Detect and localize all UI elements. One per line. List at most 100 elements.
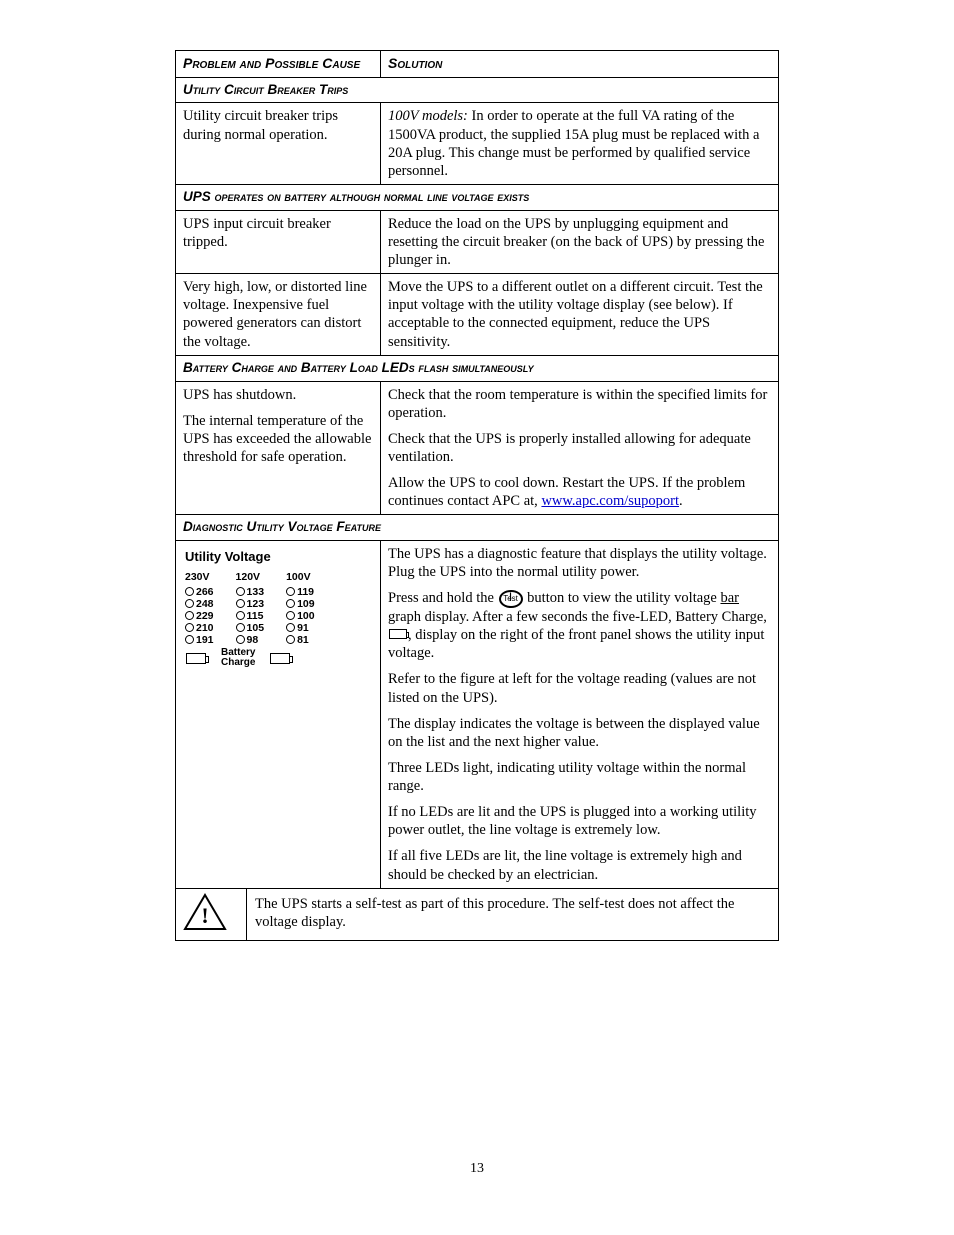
instruction-paragraph: The display indicates the voltage is bet… [388,715,771,751]
problem-cell: Very high, low, or distorted line voltag… [176,274,381,356]
solution-cell: 100V models: In order to operate at the … [381,103,779,185]
led-icon [236,623,245,632]
voltage-value: 191 [196,634,214,646]
voltage-value: 81 [297,634,309,646]
led-icon [185,623,194,632]
voltage-value: 115 [247,610,264,622]
led-icon [185,611,194,620]
problem-cell: UPS input circuit breaker tripped. [176,210,381,273]
document-page: Problem and Possible Cause Solution Util… [0,0,954,1217]
solution-paragraph: Allow the UPS to cool down. Restart the … [388,474,771,510]
warning-row: ! The UPS starts a self-test as part of … [176,888,779,940]
voltage-value-row: 119 [286,586,315,598]
voltage-column-header: 120V [236,571,265,584]
solution-text: . [679,493,683,509]
voltage-value-row: 91 [286,622,315,634]
problem-cell: UPS has shutdown. The internal temperatu… [176,381,381,515]
text: graph display. After a few seconds the f… [388,609,767,625]
label-text: Charge [221,657,255,668]
voltage-column-header: 230V [185,571,214,584]
diagram-bottom-row: Battery Charge [185,648,371,669]
voltage-value-row: 109 [286,598,315,610]
voltage-value-row: 100 [286,610,315,622]
utility-voltage-diagram: Utility Voltage 230V 266248229210191 120V 1… [183,545,373,673]
text: button to view the utility voltage [524,590,721,606]
voltage-value: 109 [297,598,315,610]
instruction-paragraph: If all five LEDs are lit, the line volta… [388,847,771,883]
table-row: ! The UPS starts a self-test as part of … [176,888,779,940]
led-icon [185,587,194,596]
section-header-utility-breaker: Utility Circuit Breaker Trips [176,77,779,103]
support-link[interactable]: www.apc.com/supoport [541,493,679,509]
table-row: Very high, low, or distorted line voltag… [176,274,779,356]
led-icon [236,635,245,644]
voltage-column: 100V 1191091009181 [286,571,315,645]
led-icon [286,587,295,596]
table-row: Utility circuit breaker trips during nor… [176,103,779,185]
section-header-leds-flash: Battery Charge and Battery Load LEDs fla… [176,355,779,381]
led-icon [286,623,295,632]
battery-icon [389,629,407,639]
table-row: UPS input circuit breaker tripped. Reduc… [176,210,779,273]
battery-icon [270,653,290,664]
voltage-value-row: 123 [236,598,265,610]
instruction-paragraph: Press and hold the Test button to view t… [388,589,771,662]
problem-line: The internal temperature of the UPS has … [183,412,373,466]
page-number: 13 [175,1161,779,1177]
problem-line: UPS has shutdown. [183,386,373,404]
voltage-value-row: 98 [236,634,265,646]
solution-paragraph: Check that the room temperature is withi… [388,386,771,422]
warning-text-cell: The UPS starts a self-test as part of th… [247,889,779,940]
instruction-paragraph: Refer to the figure at left for the volt… [388,670,771,706]
voltage-value-row: 266 [185,586,214,598]
diagnostic-instructions-cell: The UPS has a diagnostic feature that di… [381,541,779,889]
voltage-value: 229 [196,610,214,622]
voltage-value-row: 105 [236,622,265,634]
column-header-solution: Solution [381,51,779,78]
model-prefix: 100V models: [388,108,468,124]
battery-charge-label: Battery Charge [221,648,255,669]
voltage-value-row: 115 [236,610,265,622]
text: , display on the right of the front pane… [388,627,764,661]
warning-icon-cell: ! [176,889,247,940]
voltage-column-header: 100V [286,571,315,584]
solution-cell: Move the UPS to a different outlet on a … [381,274,779,356]
voltage-column: 230V 266248229210191 [185,571,214,645]
text-underlined: bar [720,590,739,606]
voltage-value: 248 [196,598,214,610]
voltage-value-row: 133 [236,586,265,598]
section-header-ups-battery: UPS operates on battery although normal … [176,184,779,210]
table-row: UPS has shutdown. The internal temperatu… [176,381,779,515]
solution-cell: Check that the room temperature is withi… [381,381,779,515]
text: Press and hold the [388,590,498,606]
diagram-title: Utility Voltage [185,549,371,565]
section-header-diag-voltage: Diagnostic Utility Voltage Feature [176,515,779,541]
led-icon [286,635,295,644]
voltage-diagram-cell: Utility Voltage 230V 266248229210191 120V 1… [176,541,381,889]
voltage-value: 210 [196,622,214,634]
led-icon [185,635,194,644]
table-row: Utility Voltage 230V 266248229210191 120V 1… [176,541,779,889]
voltage-value: 100 [297,610,315,622]
solution-cell: Reduce the load on the UPS by unplugging… [381,210,779,273]
led-icon [236,611,245,620]
warning-triangle-icon: ! [183,893,227,931]
voltage-columns: 230V 266248229210191 120V 13312311510598 100… [185,571,371,645]
solution-paragraph: Check that the UPS is properly installed… [388,430,771,466]
test-button-icon: Test [499,590,523,608]
voltage-value-row: 248 [185,598,214,610]
led-icon [236,599,245,608]
svg-text:!: ! [201,903,208,928]
label-text: Battery [221,647,255,658]
led-icon [286,599,295,608]
voltage-value-row: 210 [185,622,214,634]
table-header-row: Problem and Possible Cause Solution [176,51,779,78]
led-icon [286,611,295,620]
led-icon [185,599,194,608]
voltage-value: 91 [297,622,309,634]
voltage-value: 123 [247,598,265,610]
instruction-paragraph: If no LEDs are lit and the UPS is plugge… [388,803,771,839]
voltage-value: 266 [196,586,214,598]
instruction-paragraph: Three LEDs light, indicating utility vol… [388,759,771,795]
voltage-value: 119 [297,586,314,598]
